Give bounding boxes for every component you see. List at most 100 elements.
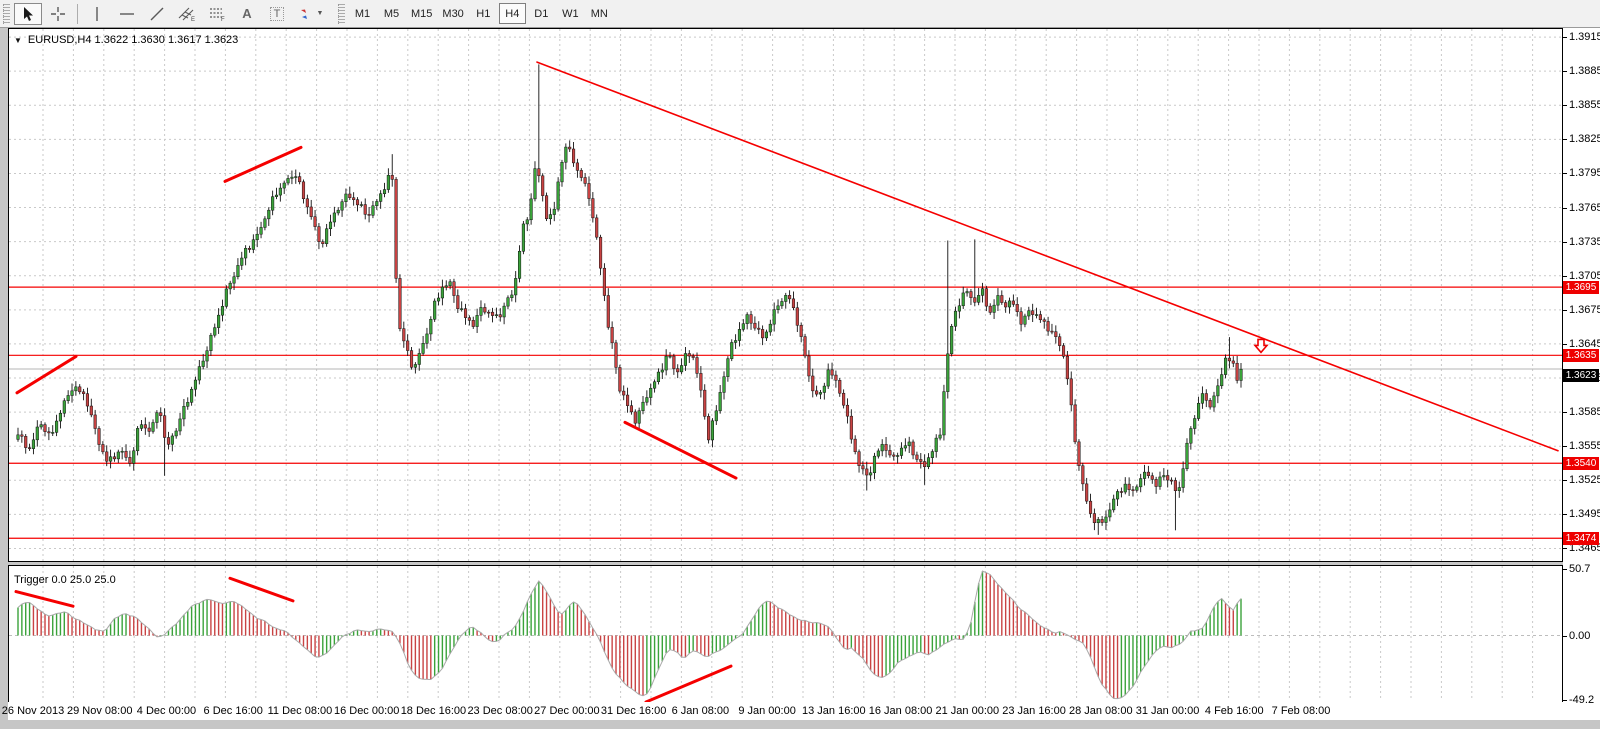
indicator-trend-segment[interactable] bbox=[644, 664, 733, 704]
candle-body bbox=[1088, 500, 1093, 514]
candle-body bbox=[1166, 475, 1170, 481]
candle-body bbox=[20, 434, 24, 437]
timeframe-button-h4[interactable]: H4 bbox=[498, 3, 526, 24]
candle-body bbox=[1073, 404, 1077, 443]
candle-body bbox=[988, 305, 992, 313]
time-axis-label: 16 Dec 00:00 bbox=[333, 705, 400, 717]
candle-body bbox=[1104, 516, 1108, 523]
candle-body bbox=[537, 168, 541, 177]
time-axis-label: 16 Jan 08:00 bbox=[868, 705, 933, 717]
candle-body bbox=[926, 457, 931, 467]
candle-body bbox=[1034, 314, 1039, 316]
candle-body bbox=[579, 170, 583, 178]
candle-body bbox=[1231, 360, 1235, 364]
candle-body bbox=[533, 168, 537, 200]
candle-body bbox=[687, 353, 691, 357]
candle-body bbox=[456, 295, 460, 309]
vertical-line-tool-button[interactable] bbox=[83, 3, 111, 25]
candle-body bbox=[151, 422, 155, 432]
arrows-tool-button[interactable]: ▼ bbox=[293, 3, 329, 25]
candle-body bbox=[251, 239, 255, 250]
cursor-tool-button[interactable] bbox=[14, 2, 42, 25]
candle-body bbox=[344, 193, 348, 202]
candle-body bbox=[869, 472, 873, 476]
timeframe-button-d1[interactable]: D1 bbox=[534, 7, 549, 20]
timeframe-button-m30[interactable]: M30 bbox=[442, 7, 464, 20]
candle-body bbox=[105, 451, 109, 462]
candle-body bbox=[1127, 483, 1131, 490]
price-axis-tick bbox=[1563, 37, 1567, 39]
candle-body bbox=[1142, 471, 1147, 479]
chart-window: ▼ EURUSD,H4 1.3622 1.3630 1.3617 1.3623 … bbox=[0, 28, 1600, 729]
candle-body bbox=[124, 450, 128, 458]
trend-segment[interactable] bbox=[223, 145, 303, 183]
candle-body bbox=[969, 291, 973, 298]
candle-body bbox=[490, 311, 495, 316]
candle-body bbox=[1170, 479, 1174, 482]
text-tool-button[interactable]: A bbox=[233, 3, 261, 25]
indicator-trend-segment[interactable] bbox=[14, 590, 75, 608]
candle-body bbox=[791, 298, 796, 309]
fibonacci-tool-button[interactable]: F bbox=[203, 3, 231, 25]
chart-plot bbox=[8, 28, 1563, 705]
candle-body bbox=[807, 355, 811, 377]
timeframe-button-m1[interactable]: M1 bbox=[354, 7, 371, 20]
candle-body bbox=[436, 297, 441, 302]
chart-dropdown-icon[interactable]: ▼ bbox=[14, 35, 22, 45]
sell-arrow-marker[interactable] bbox=[1253, 338, 1269, 354]
candle-body bbox=[213, 327, 217, 336]
candle-body bbox=[845, 404, 850, 417]
equidistant-channel-tool-button[interactable]: E bbox=[173, 3, 201, 25]
text-label-tool-button[interactable]: T bbox=[263, 3, 291, 25]
price-axis[interactable]: 1.3915 1.3885 1.3855 1.3825 1.3795 1.3765 1.37… bbox=[1563, 28, 1600, 720]
timeframe-button-m5[interactable]: M5 bbox=[383, 7, 400, 20]
candle-body bbox=[55, 420, 59, 433]
timeframe-button-mn[interactable]: MN bbox=[590, 7, 608, 20]
trend-segment[interactable] bbox=[623, 420, 738, 480]
crosshair-tool-button[interactable] bbox=[44, 3, 72, 25]
candle-body bbox=[425, 333, 429, 344]
timeframe-button-m15[interactable]: M15 bbox=[411, 7, 433, 20]
timeframe-button-h1[interactable]: H1 bbox=[476, 7, 491, 20]
window-bottom-strip bbox=[0, 720, 1600, 729]
candle-body bbox=[649, 387, 653, 398]
trend-segment[interactable] bbox=[15, 354, 78, 395]
timeframe-button-w1[interactable]: W1 bbox=[562, 7, 579, 20]
candle-body bbox=[668, 355, 672, 358]
candle-body bbox=[62, 400, 66, 414]
candle-body bbox=[394, 179, 398, 279]
candle-body bbox=[263, 218, 267, 228]
candle-body bbox=[1193, 418, 1197, 429]
price-axis-label: 1.3765 bbox=[1569, 201, 1600, 214]
candle-body bbox=[178, 418, 182, 432]
indicator-trend-segment[interactable] bbox=[228, 576, 295, 603]
price-axis-tick bbox=[1563, 514, 1567, 516]
candle-body bbox=[1146, 471, 1150, 476]
candle-body bbox=[244, 248, 248, 259]
chart-title: ▼ EURUSD,H4 1.3622 1.3630 1.3617 1.3623 bbox=[14, 34, 238, 46]
candle-body bbox=[1123, 483, 1127, 493]
price-axis-tick bbox=[1563, 207, 1567, 209]
toolbar-grip[interactable] bbox=[3, 3, 10, 24]
candle-body bbox=[97, 428, 101, 445]
candle-body bbox=[375, 201, 379, 207]
candle-body bbox=[444, 285, 448, 288]
time-axis[interactable]: 26 Nov 2013 29 Nov 08:00 4 Dec 00:00 6 Dec … bbox=[2, 702, 1563, 720]
time-axis-label: 18 Dec 16:00 bbox=[400, 705, 467, 717]
toolbar-grip-2[interactable] bbox=[338, 3, 345, 24]
crosshair-icon bbox=[50, 6, 66, 22]
candle-body bbox=[876, 450, 880, 457]
candle-body bbox=[857, 451, 861, 466]
candle-body bbox=[112, 456, 117, 460]
price-axis-tick bbox=[1563, 446, 1567, 448]
candle-body bbox=[479, 307, 483, 316]
trendline-tool-button[interactable] bbox=[143, 3, 171, 25]
candle-body bbox=[714, 410, 718, 422]
horizontal-line-tool-button[interactable] bbox=[113, 3, 141, 25]
candle-body bbox=[761, 329, 765, 339]
descending-trendline[interactable] bbox=[536, 61, 1559, 452]
price-axis-label: 1.3555 bbox=[1569, 440, 1600, 453]
candle-body bbox=[510, 294, 514, 299]
candle-body bbox=[633, 411, 637, 424]
candle-body bbox=[772, 309, 776, 325]
